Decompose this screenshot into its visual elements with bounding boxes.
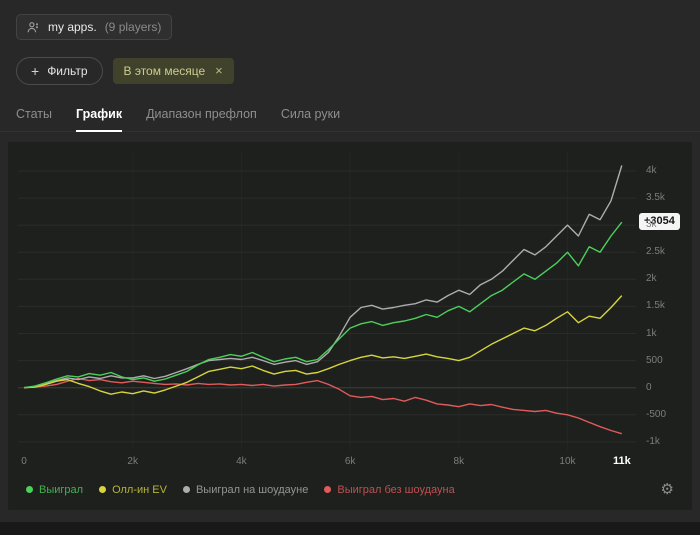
active-filter-tag[interactable]: В этом месяце × (112, 58, 234, 84)
tab-hand-strength[interactable]: Сила руки (280, 107, 341, 121)
topbar: my apps. (9 players) (0, 0, 700, 40)
settings-gear-icon[interactable]: ⚙ (660, 481, 674, 498)
legend-item-won-without-showdown[interactable]: Выиграл без шоудауна (324, 483, 455, 496)
legend-dot-won (26, 486, 33, 493)
legend-label-won-at-showdown: Выиграл на шоудауне (195, 483, 309, 496)
tab-preflop-range[interactable]: Диапазон префлоп (146, 107, 257, 121)
legend-label-won-without-showdown: Выиграл без шоудауна (337, 483, 455, 496)
x-axis-label: 10k (559, 456, 576, 467)
y-axis-label: -500 (646, 408, 667, 420)
chart-panel: +3054 11k 4k 3.5k 3k 2.5k 2k 1.5k 1k 500 0 -500 -1… (8, 142, 692, 510)
y-axis-label: 1k (646, 327, 657, 339)
legend-dot-all-in-ev (99, 486, 107, 493)
x-axis-label: 2k (127, 456, 138, 467)
current-value-badge: +3054 (639, 213, 680, 231)
y-axis-label: 0 (646, 381, 652, 393)
legend-dot-won-without-showdown (324, 486, 332, 493)
series-line-won-without-showdown (23, 377, 622, 435)
chart-plot[interactable] (18, 152, 636, 450)
bottom-strip (0, 522, 700, 535)
y-axis-label: 3.5k (646, 192, 665, 204)
y-axis-label: 3k (646, 219, 657, 231)
tab-bar: Статы График Диапазон префлоп Сила руки (0, 85, 700, 132)
legend-item-won-at-showdown[interactable]: Выиграл на шоудауне (182, 483, 309, 496)
x-axis-label: 8k (453, 456, 465, 467)
y-axis-label: 4k (646, 164, 657, 176)
plus-icon: + (31, 63, 40, 79)
close-icon[interactable]: × (215, 63, 223, 78)
apps-chip-title: my apps. (48, 20, 97, 34)
add-filter-label: Фильтр (47, 64, 88, 78)
tab-stats[interactable]: Статы (16, 107, 52, 121)
legend-dot-won-at-showdown (182, 486, 190, 493)
legend-label-won: Выиграл (39, 483, 84, 496)
y-axis-label: -1k (646, 435, 660, 447)
tab-graph[interactable]: График (76, 107, 123, 132)
current-hands-label: 11k (612, 455, 631, 467)
y-axis-label: 1.5k (646, 300, 665, 312)
series-line-all-in-ev (23, 295, 623, 395)
chart-area[interactable]: +3054 11k 4k 3.5k 3k 2.5k 2k 1.5k 1k 500 0 -500 -1… (18, 152, 682, 474)
legend-item-won[interactable]: Выиграл (26, 484, 83, 496)
active-filter-label: В этом месяце (123, 64, 206, 78)
y-axis-label: 500 (646, 354, 663, 366)
legend-item-all-in-ev[interactable]: Олл-ин EV (99, 484, 167, 496)
x-axis-label: 6k (344, 456, 356, 467)
y-axis-label: 2k (646, 273, 657, 285)
y-axis-label: 2.5k (646, 246, 665, 258)
series-line-won (23, 221, 623, 389)
add-filter-button[interactable]: + Фильтр (16, 57, 103, 85)
legend-label-all-in-ev: Олл-ин EV (112, 483, 167, 496)
players-icon (27, 21, 40, 34)
legend-row: Выиграл Олл-ин EV Выиграл на шоудауне Выигр… (18, 474, 682, 497)
apps-chip-subtitle: (9 players) (104, 20, 162, 34)
x-axis-label: 0 (21, 456, 27, 467)
filter-bar: + Фильтр В этом месяце × (0, 40, 700, 85)
apps-chip[interactable]: my apps. (9 players) (16, 14, 173, 40)
x-axis-label: 4k (236, 456, 247, 467)
